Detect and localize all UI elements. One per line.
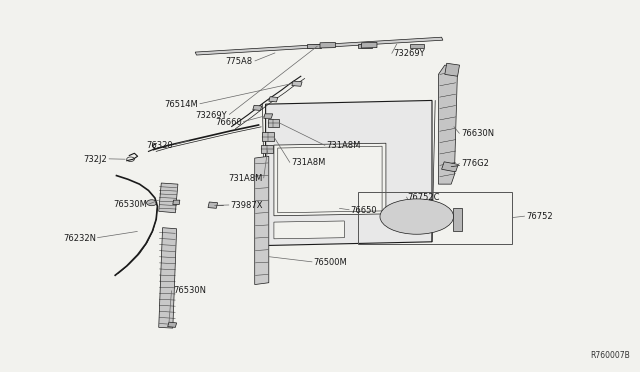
Text: 73987X: 73987X [230,201,263,210]
Text: R760007B: R760007B [591,351,630,360]
Polygon shape [168,322,177,327]
Polygon shape [253,105,262,110]
Text: 76530M: 76530M [113,200,147,209]
Polygon shape [195,37,443,55]
Polygon shape [173,200,180,205]
Circle shape [147,200,157,206]
Text: 76752C: 76752C [408,193,440,202]
Text: 776G2: 776G2 [461,159,489,168]
Text: 76650: 76650 [351,206,378,215]
Polygon shape [264,114,273,118]
Text: 731A8M: 731A8M [291,158,326,167]
Text: 732J2: 732J2 [84,155,108,164]
Polygon shape [268,119,279,127]
Polygon shape [445,63,460,76]
Polygon shape [261,145,273,153]
Bar [358,192,512,244]
Text: 775A8: 775A8 [226,57,253,66]
Polygon shape [442,162,458,172]
Text: 76752: 76752 [526,212,553,221]
Polygon shape [320,42,335,48]
Polygon shape [262,132,274,141]
Polygon shape [438,65,458,184]
Text: 76500M: 76500M [314,258,348,267]
Text: 731A8M: 731A8M [228,174,262,183]
Polygon shape [362,42,377,48]
Text: 76660: 76660 [215,118,242,126]
Polygon shape [410,44,424,48]
Polygon shape [292,81,302,86]
Text: 73269Y: 73269Y [196,111,227,120]
Polygon shape [159,228,177,328]
Text: 76514M: 76514M [164,100,198,109]
Text: 76320: 76320 [146,141,173,150]
Ellipse shape [380,199,454,234]
Polygon shape [269,97,278,102]
Polygon shape [255,156,269,285]
Text: 76232N: 76232N [63,234,96,243]
Text: 76630N: 76630N [461,129,494,138]
Polygon shape [208,202,218,208]
Polygon shape [358,44,372,48]
Polygon shape [274,143,386,216]
Polygon shape [307,44,321,48]
Polygon shape [266,100,432,246]
Polygon shape [159,183,178,213]
Text: 731A8M: 731A8M [326,141,361,150]
Text: 73269Y: 73269Y [394,49,425,58]
Text: 76530N: 76530N [173,286,206,295]
Polygon shape [453,208,462,231]
Polygon shape [274,221,344,239]
